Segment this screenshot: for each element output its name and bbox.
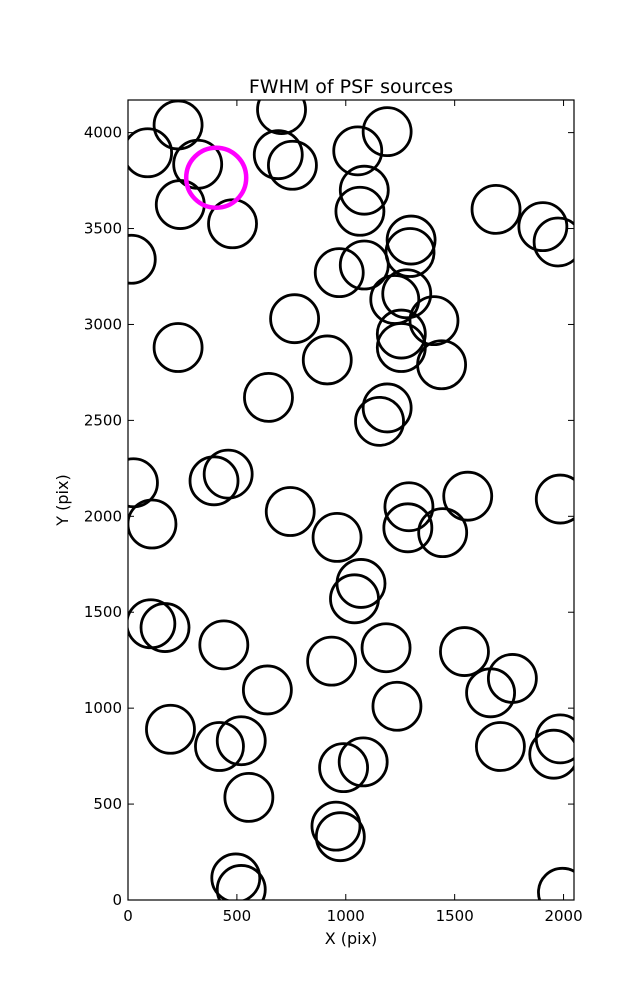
- psf-source-circle: [139, 602, 191, 653]
- psf-source-circle: [264, 486, 316, 537]
- psf-source-circle: [534, 713, 574, 765]
- psf-source-circle: [439, 626, 490, 677]
- y-axis-label: Y (pix): [53, 474, 72, 526]
- psf-source-circle: [383, 481, 435, 533]
- psf-source-circle: [361, 106, 413, 158]
- psf-source-circle: [474, 721, 526, 772]
- psf-source-circle: [528, 728, 574, 780]
- y-tick-label: 3500: [84, 220, 122, 238]
- psf-source-circle: [128, 498, 178, 550]
- psf-source-circle: [371, 680, 423, 732]
- plot-area: [128, 100, 574, 900]
- y-axis: 0 500 1000 1500 2000 2500 3000 3500 4000: [84, 124, 574, 909]
- y-tick-label: 500: [93, 795, 122, 813]
- y-tick-label: 2000: [84, 507, 122, 525]
- psf-source-circle: [154, 179, 206, 230]
- psf-source-circle: [332, 125, 384, 177]
- psf-source-circle: [145, 703, 196, 755]
- x-tick-label: 0: [123, 907, 133, 925]
- psf-source-circle: [329, 573, 380, 625]
- psf-source-circle: [442, 470, 494, 522]
- psf-source-circle: [311, 512, 363, 563]
- psf-source-circle: [338, 164, 390, 216]
- psf-source-circle: [223, 771, 275, 823]
- psf-source-circle: [241, 664, 293, 716]
- y-tick-label: 1500: [84, 603, 122, 621]
- x-tick-label: 500: [223, 907, 252, 925]
- psf-source-circle: [215, 864, 267, 900]
- psf-source-circle: [202, 448, 254, 500]
- psf-source-circle: [337, 736, 389, 788]
- psf-source-circle: [381, 268, 433, 320]
- psf-source-circle: [128, 127, 173, 179]
- psf-source-circle: [534, 473, 574, 525]
- y-tick-label: 1000: [84, 699, 122, 717]
- psf-source-circle: [517, 201, 569, 253]
- psf-source-circle: [207, 198, 258, 250]
- x-tick-label: 1500: [436, 907, 474, 925]
- x-axis: 0 500 1000 1500 2000: [123, 100, 583, 925]
- psf-source-circle: [210, 852, 262, 900]
- x-tick-label: 2000: [544, 907, 582, 925]
- psf-source-circle: [470, 183, 522, 235]
- psf-source-circle: [532, 216, 574, 268]
- psf-source-circle: [314, 811, 366, 863]
- psf-source-circle: [360, 622, 412, 674]
- y-tick-label: 4000: [84, 124, 122, 142]
- psf-source-circle: [385, 214, 437, 266]
- x-tick-label: 1000: [327, 907, 365, 925]
- psf-source-circle: [354, 395, 405, 447]
- psf-source-circle: [152, 322, 204, 373]
- psf-source-circle: [361, 382, 413, 434]
- highlighted-source-circle: [183, 145, 249, 210]
- psf-source-circle: [416, 339, 467, 391]
- psf-source-circle: [486, 653, 538, 704]
- psf-source-circle: [417, 507, 469, 559]
- psf-source-circle: [267, 139, 318, 191]
- psf-source-circle: [194, 721, 245, 772]
- psf-source-circle: [338, 239, 390, 291]
- psf-source-circle: [408, 295, 460, 347]
- psf-source-circle: [252, 129, 304, 181]
- y-tick-label: 0: [112, 891, 122, 909]
- psf-source-circle: [465, 667, 516, 719]
- chart-title: FWHM of PSF sources: [249, 76, 453, 98]
- psf-source-circle: [269, 293, 320, 345]
- psf-source-circle: [306, 635, 358, 687]
- y-tick-label: 3000: [84, 315, 122, 333]
- plot-frame: [127, 99, 575, 901]
- psf-source-circle: [256, 100, 307, 135]
- x-axis-label: X (pix): [325, 929, 378, 948]
- psf-source-circle: [301, 334, 353, 386]
- psf-source-circle: [318, 742, 369, 794]
- psf-source-circle: [375, 308, 427, 360]
- y-tick-label: 2500: [84, 411, 122, 429]
- psf-source-circle: [188, 455, 240, 507]
- psf-source-circle: [313, 247, 365, 299]
- psf-source-circle: [382, 502, 434, 554]
- psf-source-circle: [243, 371, 294, 423]
- psf-source-circle: [128, 233, 157, 285]
- psf-source-circle: [215, 715, 267, 767]
- psf-source-circle: [310, 800, 362, 852]
- psf-source-circle: [537, 866, 574, 900]
- psf-source-circle: [334, 185, 386, 237]
- psf-source-circle: [198, 619, 250, 671]
